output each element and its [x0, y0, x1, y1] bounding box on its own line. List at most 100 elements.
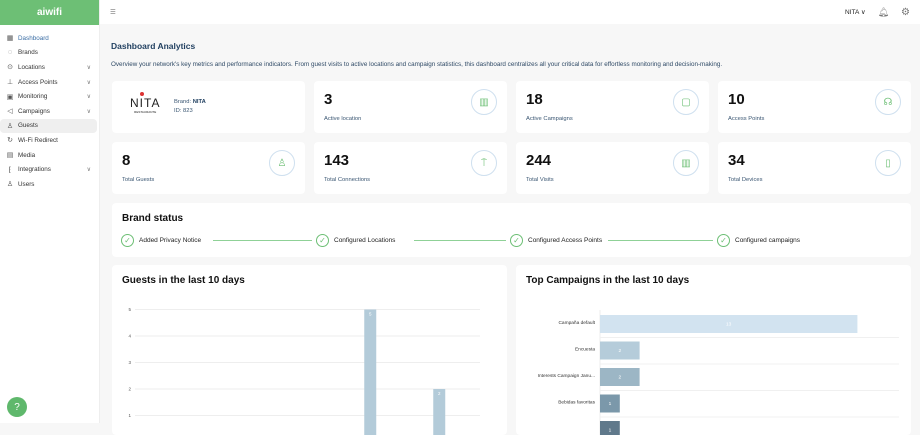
location-pin-icon: ⊙: [6, 63, 14, 71]
media-icon: ▤: [6, 151, 14, 159]
step-label: Configured Access Points: [528, 237, 602, 244]
check-circle-icon: ✓: [121, 234, 134, 247]
brand-id: ID: 823: [174, 107, 206, 116]
stat-value: 10: [728, 91, 745, 108]
sidebar-item-wi-fi-redirect[interactable]: ↻ Wi-Fi Redirect: [0, 133, 99, 148]
category-label: Interests Campaign Janu...: [538, 373, 595, 379]
user-name: NITA: [845, 9, 859, 16]
stat-label: Total Connections: [324, 177, 370, 183]
sidebar-item-label: Monitoring: [18, 93, 47, 100]
bell-icon[interactable]: 🔔︎: [878, 7, 889, 18]
topbar: ☰ NITA ∨ 🔔︎ ⚙: [100, 0, 920, 24]
stat-label: Active location: [324, 116, 361, 122]
stat-value: 18: [526, 91, 543, 108]
check-circle-icon: ✓: [316, 234, 329, 247]
logo-text: aiwifi: [37, 7, 62, 18]
y-tick-label: 3: [128, 360, 131, 365]
redirect-icon: ↻: [6, 136, 14, 144]
chevron-down-icon[interactable]: ∨: [87, 93, 91, 100]
bar-value-label: 2: [618, 375, 621, 381]
brand-status-step: ✓ Configured Locations: [316, 234, 395, 247]
sidebar-item-label: Guests: [18, 122, 38, 129]
step-label: Configured Locations: [334, 237, 395, 244]
brand-status-step: ✓ Configured campaigns: [717, 234, 800, 247]
bar-value-label: 13: [726, 322, 732, 328]
step-label: Configured campaigns: [735, 237, 800, 244]
user-icon: ♙: [269, 150, 295, 176]
monitor-icon: ▣: [6, 93, 14, 101]
map-icon: ▥: [471, 89, 497, 115]
brand-status-card: Brand status ✓Added Privacy Notice✓Confi…: [112, 203, 911, 257]
sidebar-item-users[interactable]: ♙Users: [0, 177, 99, 192]
stat-card-active-location: 3 Active location ▥: [314, 81, 507, 133]
bar-value-label: 1: [609, 401, 612, 407]
sidebar-item-campaigns[interactable]: ◁ Campaigns ∨: [0, 104, 99, 119]
stat-value: 8: [122, 152, 130, 169]
brand-status-step: ✓Added Privacy Notice: [121, 234, 201, 247]
guests-bar: [364, 310, 376, 435]
campaigns-chart-title: Top Campaigns in the last 10 days: [526, 275, 689, 286]
y-tick-label: 1: [128, 413, 131, 418]
check-circle-icon: ✓: [717, 234, 730, 247]
stat-label: Total Visits: [526, 177, 554, 183]
wifi-signal-icon: ☊: [875, 89, 901, 115]
campaigns-chart: Campaña default 13 Encuesta 2 Interests Camp…: [516, 265, 911, 435]
sidebar-item-label: Integrations: [18, 166, 51, 173]
category-label: Bebidas favoritas: [558, 400, 595, 406]
sidebar-item-label: Dashboard: [18, 35, 49, 42]
brand-status-title: Brand status: [122, 213, 183, 224]
category-label: Encuesta: [575, 347, 595, 353]
stat-card-access-points: 10 Access Points ☊: [718, 81, 911, 133]
brand-name: NITA: [193, 99, 206, 105]
category-label: Campaña default: [558, 320, 595, 326]
y-tick-label: 2: [128, 387, 131, 392]
guests-chart-title: Guests in the last 10 days: [122, 275, 245, 286]
sidebar-item-monitoring[interactable]: ▣ Monitoring ∨: [0, 89, 99, 104]
chevron-down-icon[interactable]: ∨: [87, 108, 91, 115]
step-connector: [213, 240, 312, 241]
chevron-down-icon[interactable]: ∨: [87, 79, 91, 86]
stat-card-total-guests: 8 Total Guests ♙: [112, 142, 305, 194]
help-button[interactable]: ?: [7, 397, 27, 417]
sidebar-item-access-points[interactable]: ⊥Access Points∨: [0, 75, 99, 90]
sidebar-item-media[interactable]: ▤Media: [0, 148, 99, 163]
sidebar-nav: ▦Dashboard◌Brands⊙Locations∨⊥Access Poin…: [0, 31, 99, 192]
bar-value-label: 1: [609, 428, 612, 434]
brand-icon: ◌: [6, 49, 14, 56]
sidebar-item-locations[interactable]: ⊙Locations∨: [0, 60, 99, 75]
sidebar-item-guests[interactable]: ♙ Guests: [0, 119, 97, 134]
sidebar-item-dashboard[interactable]: ▦ Dashboard: [0, 31, 99, 46]
sidebar-item-label: Wi-Fi Redirect: [18, 137, 58, 144]
stat-label: Total Guests: [122, 177, 154, 183]
sidebar-item-label: Campaigns: [18, 108, 50, 115]
step-connector: [608, 240, 713, 241]
gear-icon[interactable]: ⚙: [901, 7, 910, 18]
chevron-down-icon[interactable]: ∨: [87, 64, 91, 71]
stat-value: 143: [324, 152, 349, 169]
dashboard-icon: ▦: [6, 34, 14, 42]
sidebar-item-integrations[interactable]: ⁅Integrations∨: [0, 162, 99, 177]
sidebar-item-brands[interactable]: ◌Brands: [0, 46, 99, 61]
phone-icon: ▯: [875, 150, 901, 176]
guests-icon: ♙: [6, 122, 14, 130]
sidebar: aiwifi ▦Dashboard◌Brands⊙Locations∨⊥Acce…: [0, 0, 100, 423]
stat-value: 3: [324, 91, 332, 108]
page-title: Dashboard Analytics: [111, 41, 195, 51]
user-menu[interactable]: NITA ∨: [845, 8, 866, 16]
chevron-down-icon[interactable]: ∨: [87, 166, 91, 173]
chevron-down-icon: ∨: [861, 9, 866, 16]
megaphone-icon: ◁: [6, 107, 14, 115]
stat-value: 244: [526, 152, 551, 169]
menu-toggle-icon[interactable]: ☰: [110, 8, 116, 16]
sidebar-item-label: Users: [18, 181, 34, 188]
stat-label: Total Devices: [728, 177, 762, 183]
stat-label: Access Points: [728, 116, 764, 122]
step-connector: [414, 240, 506, 241]
sidebar-item-label: Access Points: [18, 79, 58, 86]
logo[interactable]: aiwifi: [0, 0, 99, 25]
